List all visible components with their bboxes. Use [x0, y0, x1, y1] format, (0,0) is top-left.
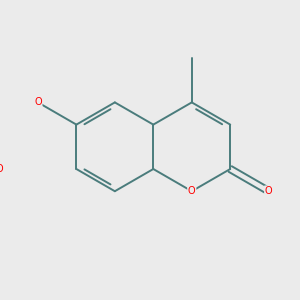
Text: O: O — [188, 186, 196, 196]
Text: O: O — [34, 98, 42, 107]
Text: O: O — [265, 186, 272, 196]
Text: O: O — [0, 164, 3, 174]
